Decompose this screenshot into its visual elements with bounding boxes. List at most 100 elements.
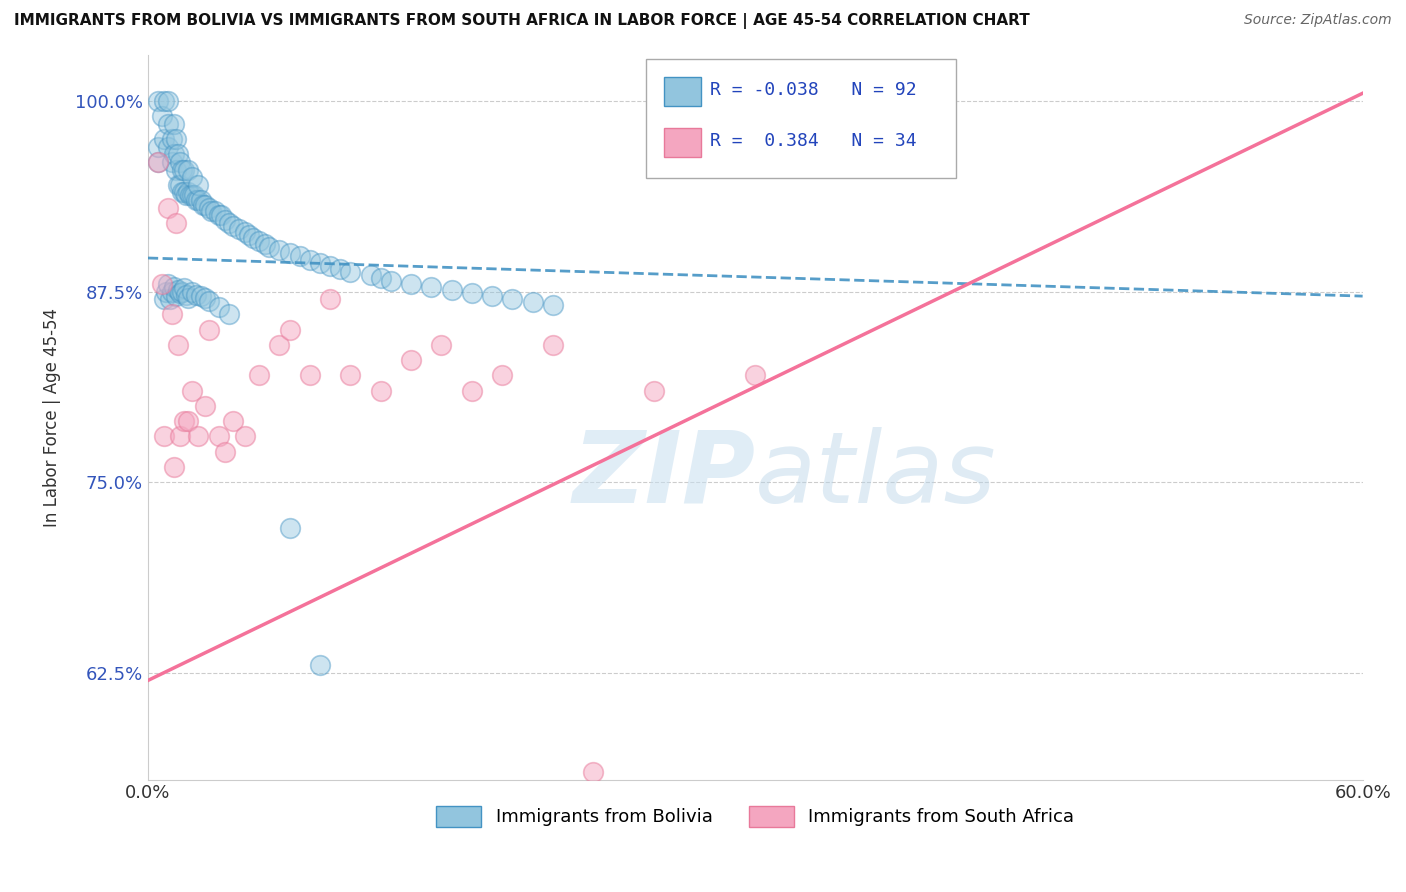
Point bbox=[169, 155, 191, 169]
Point bbox=[179, 188, 201, 202]
Point bbox=[177, 291, 200, 305]
Point bbox=[181, 384, 204, 398]
Point bbox=[247, 234, 270, 248]
Point bbox=[167, 338, 190, 352]
Point bbox=[399, 277, 422, 291]
Point bbox=[153, 94, 176, 108]
Point bbox=[491, 368, 513, 383]
Point bbox=[582, 764, 605, 779]
Point bbox=[214, 444, 236, 458]
Point bbox=[278, 246, 301, 260]
Point bbox=[150, 277, 173, 291]
Point bbox=[430, 338, 453, 352]
Point bbox=[169, 178, 191, 192]
Point bbox=[186, 193, 208, 207]
Y-axis label: In Labor Force | Age 45-54: In Labor Force | Age 45-54 bbox=[44, 308, 60, 527]
Point bbox=[208, 300, 231, 314]
Point bbox=[193, 399, 215, 413]
Point bbox=[177, 186, 200, 200]
Point bbox=[169, 286, 191, 301]
Bar bbox=[664, 128, 700, 157]
Point bbox=[541, 298, 564, 312]
Point bbox=[643, 384, 665, 398]
Point bbox=[298, 368, 321, 383]
Point bbox=[191, 197, 214, 211]
Point bbox=[167, 178, 190, 192]
Point bbox=[190, 193, 212, 207]
Point bbox=[288, 250, 311, 264]
Point bbox=[146, 155, 169, 169]
Point bbox=[278, 521, 301, 535]
Point bbox=[360, 268, 382, 282]
FancyBboxPatch shape bbox=[645, 59, 956, 178]
Point bbox=[173, 186, 195, 200]
Point bbox=[160, 155, 183, 169]
Point bbox=[157, 139, 180, 153]
Point bbox=[461, 286, 484, 301]
Point bbox=[541, 338, 564, 352]
Point bbox=[173, 162, 195, 177]
Point bbox=[233, 429, 256, 443]
Point bbox=[222, 219, 245, 233]
Point bbox=[197, 293, 219, 308]
Text: Source: ZipAtlas.com: Source: ZipAtlas.com bbox=[1244, 13, 1392, 28]
Point bbox=[420, 280, 443, 294]
Point bbox=[159, 292, 181, 306]
Point bbox=[222, 414, 245, 428]
Point bbox=[254, 237, 277, 252]
Point bbox=[176, 188, 198, 202]
Point bbox=[197, 323, 219, 337]
Point bbox=[218, 307, 240, 321]
Point bbox=[160, 307, 183, 321]
Point bbox=[177, 162, 200, 177]
Point bbox=[298, 252, 321, 267]
Text: atlas: atlas bbox=[755, 427, 997, 524]
Point bbox=[146, 155, 169, 169]
Point bbox=[197, 201, 219, 215]
Point bbox=[183, 188, 205, 202]
Point bbox=[169, 429, 191, 443]
Point bbox=[163, 147, 186, 161]
Point bbox=[157, 277, 180, 291]
Legend: Immigrants from Bolivia, Immigrants from South Africa: Immigrants from Bolivia, Immigrants from… bbox=[427, 797, 1084, 836]
Point bbox=[744, 368, 766, 383]
Point bbox=[172, 162, 194, 177]
Point bbox=[163, 117, 186, 131]
Point bbox=[209, 208, 232, 222]
Text: R = -0.038   N = 92: R = -0.038 N = 92 bbox=[710, 81, 917, 99]
Point bbox=[370, 384, 392, 398]
Point bbox=[157, 201, 180, 215]
Point bbox=[269, 244, 291, 258]
Point bbox=[187, 429, 209, 443]
Point bbox=[160, 132, 183, 146]
Point bbox=[193, 291, 215, 305]
Point bbox=[172, 285, 194, 299]
Point bbox=[208, 429, 231, 443]
Point bbox=[165, 289, 187, 303]
Point bbox=[242, 231, 264, 245]
Bar bbox=[664, 77, 700, 106]
Point bbox=[370, 270, 392, 285]
Point bbox=[153, 429, 176, 443]
Point bbox=[165, 132, 187, 146]
Point bbox=[228, 222, 250, 236]
Point bbox=[153, 292, 176, 306]
Point bbox=[238, 228, 260, 243]
Point bbox=[461, 384, 484, 398]
Point bbox=[153, 132, 176, 146]
Point bbox=[329, 261, 352, 276]
Point bbox=[187, 193, 209, 207]
Point bbox=[163, 280, 186, 294]
Point bbox=[146, 94, 169, 108]
Point bbox=[481, 289, 503, 303]
Point bbox=[181, 188, 204, 202]
Point bbox=[309, 658, 332, 673]
Point bbox=[399, 353, 422, 368]
Point bbox=[200, 203, 222, 218]
Point bbox=[247, 368, 270, 383]
Point bbox=[214, 212, 236, 227]
Point bbox=[278, 323, 301, 337]
Point bbox=[233, 225, 256, 239]
Point bbox=[190, 289, 212, 303]
Point bbox=[150, 109, 173, 123]
